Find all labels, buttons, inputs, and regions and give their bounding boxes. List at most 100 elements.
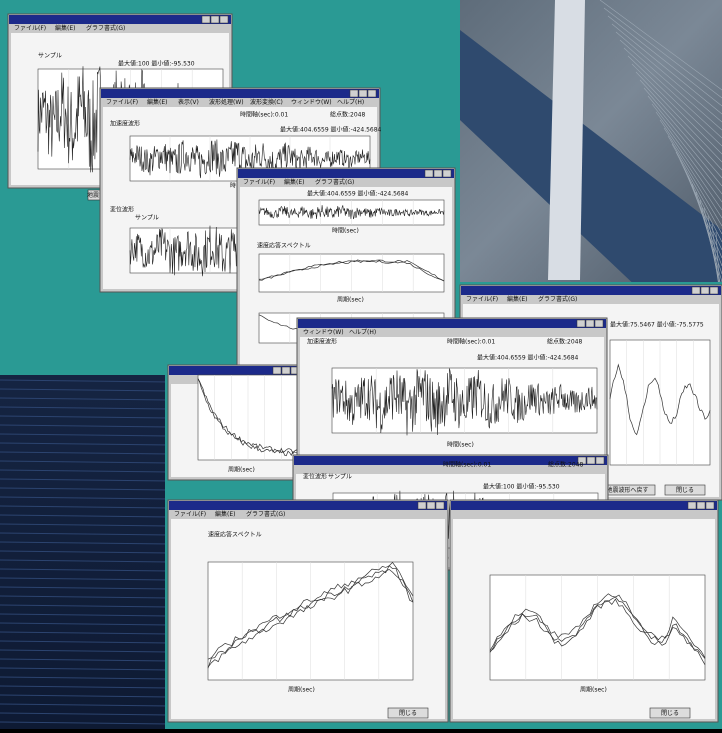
texture-line — [0, 532, 171, 536]
menu-item[interactable]: 表示(V) — [178, 98, 199, 106]
title-bar — [169, 501, 447, 510]
menu-item[interactable]: 波形処理(W) — [209, 98, 244, 106]
texture-line — [0, 442, 171, 446]
menu-item[interactable]: ファイル(F) — [106, 99, 138, 106]
texture-line — [623, 47, 722, 139]
window-maximize[interactable] — [426, 501, 436, 510]
menu-item[interactable]: 編集(E) — [55, 24, 75, 32]
texture-line — [0, 685, 171, 689]
window-label: 最大値:404.6559 最小値:-424.5684 — [280, 126, 382, 134]
window-close[interactable] — [705, 501, 715, 510]
button[interactable] — [664, 484, 706, 496]
window-close[interactable] — [594, 319, 604, 328]
window-minimize[interactable] — [424, 169, 434, 178]
texture-line — [0, 487, 171, 491]
window-minimize[interactable] — [576, 319, 586, 328]
title-bar — [298, 319, 606, 328]
texture-line — [631, 63, 722, 155]
window-maximize[interactable] — [700, 286, 710, 295]
button[interactable] — [649, 707, 691, 719]
window-minimize[interactable] — [687, 501, 697, 510]
texture-line — [0, 541, 171, 545]
button[interactable] — [387, 707, 429, 719]
window-label: 最大値:404.6559 最小値:-424.5684 — [477, 354, 579, 362]
menu-item[interactable]: グラフ書式(G) — [538, 295, 577, 303]
texture-line — [639, 79, 722, 171]
window-label: 時間(sec) — [332, 227, 359, 235]
window-minimize[interactable] — [417, 501, 427, 510]
waveform — [331, 368, 598, 436]
window-label: サンプル — [135, 215, 159, 222]
window-maximize[interactable] — [210, 15, 220, 24]
window-maximize[interactable] — [585, 319, 595, 328]
window-minimize[interactable] — [272, 366, 282, 375]
texture-line — [619, 39, 722, 131]
title-bar — [101, 89, 379, 98]
menu-item[interactable]: グラフ書式(G) — [246, 510, 285, 518]
button-label[interactable]: 地震波形へ戻す — [606, 486, 648, 494]
texture-line — [659, 119, 722, 211]
texture-line — [0, 514, 171, 518]
texture-line — [0, 676, 171, 680]
window-close[interactable] — [219, 15, 229, 24]
texture-line — [0, 604, 171, 608]
window-label: 周期(sec) — [288, 686, 315, 694]
window-label: 変位波形 — [303, 473, 327, 481]
menu-item[interactable]: 波形変換(C) — [250, 98, 283, 106]
texture-line — [643, 87, 722, 179]
menu-item[interactable]: ヘルプ(H) — [349, 329, 376, 336]
window-close[interactable] — [367, 89, 377, 98]
app-window: 周期(sec) 閉じる — [449, 499, 719, 723]
menu-item[interactable]: ファイル(F) — [466, 296, 498, 303]
window-label: 総点数:2048 — [330, 111, 365, 119]
menu-item[interactable]: ファイル(F) — [174, 511, 206, 518]
menu-item[interactable]: ウィンドウ(W) — [291, 98, 332, 106]
window-maximize[interactable] — [281, 366, 291, 375]
window-maximize[interactable] — [696, 501, 706, 510]
window-minimize[interactable] — [691, 286, 701, 295]
title-bar — [461, 286, 721, 295]
menu-item[interactable]: グラフ書式(G) — [315, 178, 354, 186]
window-minimize[interactable] — [201, 15, 211, 24]
menu-item[interactable]: ファイル(F) — [14, 25, 46, 32]
window-close[interactable] — [709, 286, 719, 295]
menu-item[interactable]: 編集(E) — [284, 178, 304, 186]
menu-item[interactable]: 編集(E) — [215, 510, 235, 518]
texture-line — [0, 667, 171, 671]
button-label[interactable]: 閉じる — [661, 710, 679, 717]
window-label: 周期(sec) — [337, 296, 364, 304]
window-minimize[interactable] — [577, 456, 587, 465]
menu-item[interactable]: 編集(E) — [507, 295, 527, 303]
spectrum-curve — [489, 596, 706, 659]
window-label: 周期(sec) — [580, 686, 607, 694]
menu-item[interactable]: ウィンドウ(W) — [303, 328, 344, 336]
waveform — [258, 205, 445, 220]
window-label: 総点数:2048 — [547, 338, 582, 346]
window-label: 時間軸(sec):0.01 — [443, 461, 491, 469]
texture-line — [0, 523, 171, 527]
texture-line — [0, 595, 171, 599]
texture-line — [671, 143, 722, 235]
window-minimize[interactable] — [349, 89, 359, 98]
texture-line — [0, 496, 171, 500]
window-close[interactable] — [595, 456, 605, 465]
menu-item[interactable]: ヘルプ(H) — [337, 99, 364, 106]
menu-item[interactable]: ファイル(F) — [243, 179, 275, 186]
texture-line — [0, 703, 171, 707]
window-maximize[interactable] — [358, 89, 368, 98]
texture-line — [0, 451, 171, 455]
window-close[interactable] — [435, 501, 445, 510]
button-label[interactable]: 閉じる — [399, 710, 417, 717]
photo-tower — [548, 0, 585, 280]
texture-line — [635, 71, 722, 163]
texture-line — [0, 550, 171, 554]
window-maximize[interactable] — [586, 456, 596, 465]
window-close[interactable] — [442, 169, 452, 178]
texture-line — [0, 478, 171, 482]
menu-item[interactable]: グラフ書式(G) — [86, 24, 125, 32]
button-label[interactable]: 閉じる — [676, 487, 694, 494]
window-maximize[interactable] — [433, 169, 443, 178]
menu-item[interactable]: 編集(E) — [147, 98, 167, 106]
texture-line — [0, 406, 171, 410]
